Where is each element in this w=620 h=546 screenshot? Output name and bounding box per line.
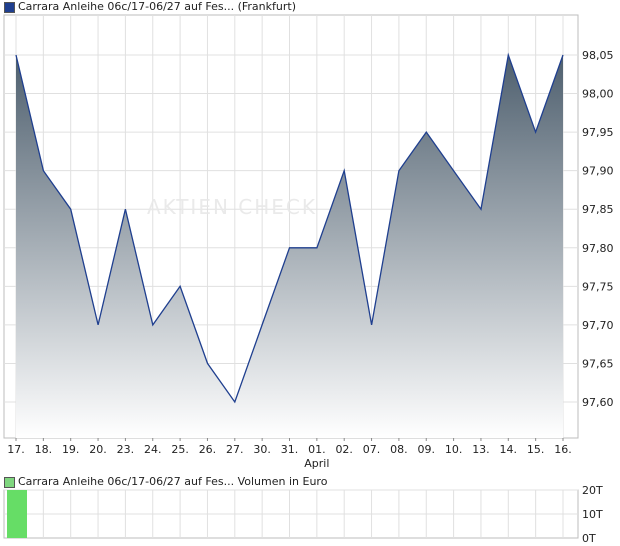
price-x-tick-label: 18. xyxy=(35,443,53,456)
price-y-tick-label: 97,70 xyxy=(582,319,614,332)
price-x-tick-label: 09. xyxy=(418,443,436,456)
price-x-tick-label: 08. xyxy=(390,443,408,456)
price-y-axis: 98,05 98,00 97,95 97,90 97,85 97,80 97,75 97,70… xyxy=(582,49,614,409)
price-y-tick-label: 97,85 xyxy=(582,203,614,216)
volume-grid xyxy=(3,489,579,539)
price-y-tick-label: 97,80 xyxy=(582,242,614,255)
price-x-tick-label: 25. xyxy=(171,443,189,456)
price-x-tick-label: 30. xyxy=(253,443,271,456)
price-y-tick-label: 97,75 xyxy=(582,280,614,293)
price-x-tick-label: 02. xyxy=(335,443,353,456)
price-x-tick-label: 27. xyxy=(226,443,244,456)
volume-y-tick-label: 10T xyxy=(582,508,603,521)
price-chart-title: Carrara Anleihe 06c/17-06/27 auf Fes... … xyxy=(18,0,296,13)
price-y-tick-label: 97,90 xyxy=(582,165,614,178)
watermark-text: AKTIEN CHECK xyxy=(147,195,317,219)
price-y-tick-label: 97,65 xyxy=(582,357,614,370)
price-x-axis: 17. 18. 19. 20. 23. 24. 25. 26. 27. 30. 31. 01. 02. 0… xyxy=(7,438,572,470)
price-x-tick-label: 16. xyxy=(554,443,572,456)
price-x-tick-label: 23. xyxy=(117,443,135,456)
price-month-label: April xyxy=(304,457,329,470)
price-y-tick-label: 98,00 xyxy=(582,88,614,101)
price-x-tick-label: 20. xyxy=(89,443,107,456)
volume-bar xyxy=(7,490,27,538)
price-x-tick-label: 17. xyxy=(7,443,25,456)
price-x-tick-label: 19. xyxy=(62,443,80,456)
volume-y-axis: 20T 10T 0T xyxy=(582,486,603,545)
volume-chart-title: Carrara Anleihe 06c/17-06/27 auf Fes... … xyxy=(18,475,328,488)
price-x-tick-label: 31. xyxy=(281,443,299,456)
price-x-tick-label: 24. xyxy=(144,443,162,456)
price-x-tick-label: 26. xyxy=(199,443,217,456)
price-y-tick-label: 97,95 xyxy=(582,126,614,139)
price-x-tick-label: 14. xyxy=(500,443,518,456)
price-y-tick-label: 97,60 xyxy=(582,396,614,409)
price-x-tick-label: 01. xyxy=(308,443,326,456)
price-y-tick-label: 98,05 xyxy=(582,49,614,62)
price-x-tick-label: 15. xyxy=(527,443,545,456)
volume-legend-swatch xyxy=(4,477,15,488)
volume-bars xyxy=(7,490,27,538)
volume-y-tick-label: 20T xyxy=(582,486,603,497)
price-x-tick-label: 07. xyxy=(363,443,381,456)
price-legend-swatch xyxy=(4,2,15,13)
price-chart: AKTIEN CHECK 98,05 98,00 97,95 97,90 97,85 97… xyxy=(3,14,614,470)
price-x-tick-label: 13. xyxy=(472,443,490,456)
volume-y-tick-label: 0T xyxy=(582,532,596,545)
price-x-tick-label: 10. xyxy=(445,443,463,456)
volume-chart: 20T 10T 0T xyxy=(3,486,603,545)
price-area xyxy=(16,55,563,438)
